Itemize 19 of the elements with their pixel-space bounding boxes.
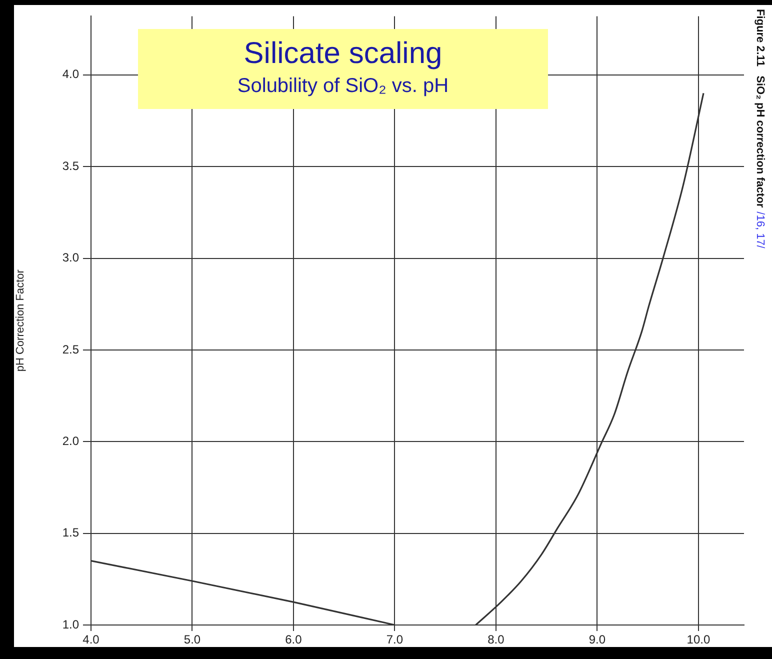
x-tick-label: 10.0 xyxy=(686,632,710,647)
x-tick-label: 8.0 xyxy=(488,632,505,647)
y-tick-label: 2.5 xyxy=(62,342,80,356)
y-tick-label: 2.0 xyxy=(62,434,80,448)
x-tick-label: 7.0 xyxy=(386,632,404,647)
x-tick-label: 6.0 xyxy=(285,632,302,647)
y-tick-label: 3.5 xyxy=(62,158,80,173)
text: /16, 17/ xyxy=(754,212,766,248)
text: Solubility of SiO₂ vs. pH xyxy=(236,75,450,98)
caption: Figure 2.11 SiO₂ pH correction factor xyxy=(754,9,766,208)
x-tick-label: 5.0 xyxy=(184,632,201,647)
text: Silicate scaling xyxy=(242,37,444,71)
y-tick-label: 1.5 xyxy=(62,526,80,540)
x-tick-label: 4.0 xyxy=(82,632,100,647)
y-axis-title: pH Correction Factor xyxy=(14,269,27,372)
y-tick-label: 1.0 xyxy=(62,617,80,632)
y-tick-label: 4.0 xyxy=(62,67,80,82)
y-tick-label: 3.0 xyxy=(62,250,80,265)
x-tick-label: 9.0 xyxy=(588,632,606,647)
